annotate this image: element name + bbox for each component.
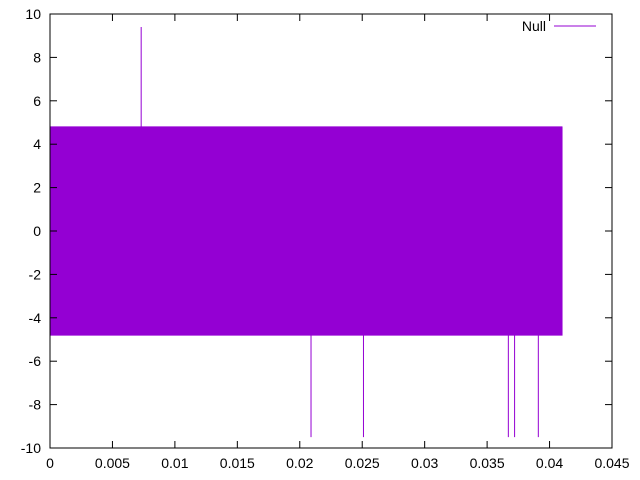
- y-tick-label: 4: [33, 136, 41, 152]
- x-tick-label: 0.035: [470, 455, 505, 471]
- y-axis: -10 -8 -6 -4 -2 0 2 4 6 8 10: [21, 6, 612, 456]
- x-tick-label: 0: [46, 455, 54, 471]
- legend-label-null: Null: [522, 18, 546, 34]
- x-tick-label: 0.02: [286, 455, 313, 471]
- y-tick-label: -8: [29, 397, 42, 413]
- y-tick-label: -2: [29, 266, 42, 282]
- x-axis: 0 0.005 0.01 0.015 0.02 0.025 0.03 0.035 0.04 0.0…: [46, 14, 630, 471]
- y-tick-label: -10: [21, 440, 41, 456]
- x-tick-label: 0.045: [594, 455, 629, 471]
- series-null-path: [49, 27, 563, 438]
- x-tick-label: 0.025: [345, 455, 380, 471]
- x-tick-label: 0.01: [161, 455, 188, 471]
- x-tick-label: 0.03: [411, 455, 438, 471]
- x-tick-label: 0.005: [95, 455, 130, 471]
- y-tick-label: 2: [33, 180, 41, 196]
- y-tick-label: 10: [25, 6, 41, 22]
- y-tick-label: 0: [33, 223, 41, 239]
- legend: Null: [522, 18, 596, 34]
- series-null-line: [49, 27, 563, 438]
- y-tick-label: 8: [33, 49, 41, 65]
- y-tick-label: -6: [29, 353, 42, 369]
- y-tick-label: 6: [33, 93, 41, 109]
- x-tick-label: 0.015: [220, 455, 255, 471]
- x-tick-label: 0.04: [536, 455, 563, 471]
- y-tick-label: -4: [29, 310, 42, 326]
